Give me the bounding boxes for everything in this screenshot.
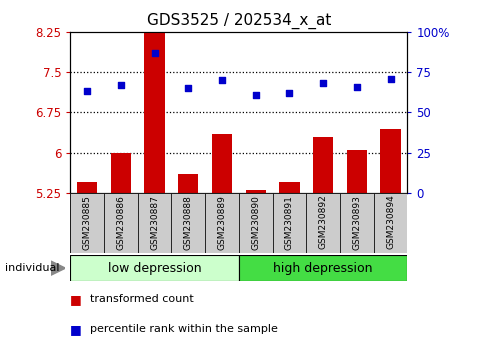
Text: GSM230887: GSM230887 — [150, 195, 159, 250]
Bar — [137, 193, 171, 253]
Bar — [77, 182, 97, 193]
Bar — [279, 182, 299, 193]
Point — [285, 90, 293, 96]
Text: GSM230891: GSM230891 — [284, 195, 293, 250]
Text: GSM230885: GSM230885 — [82, 195, 91, 250]
Point — [83, 88, 91, 94]
Bar — [272, 193, 305, 253]
Text: GSM230888: GSM230888 — [183, 195, 193, 250]
Point — [352, 84, 360, 90]
Bar — [238, 193, 272, 253]
Text: GSM230889: GSM230889 — [217, 195, 226, 250]
Bar — [205, 193, 238, 253]
Bar — [70, 193, 104, 253]
Point — [318, 81, 326, 86]
Text: percentile rank within the sample: percentile rank within the sample — [90, 324, 277, 334]
Bar — [171, 193, 205, 253]
Text: GSM230890: GSM230890 — [251, 195, 260, 250]
Title: GDS3525 / 202534_x_at: GDS3525 / 202534_x_at — [146, 13, 331, 29]
Bar — [110, 153, 131, 193]
Bar — [212, 134, 232, 193]
Text: ■: ■ — [70, 293, 82, 306]
Point — [151, 50, 158, 56]
Text: ■: ■ — [70, 323, 82, 336]
Bar — [144, 29, 165, 193]
Text: transformed count: transformed count — [90, 294, 193, 304]
Point — [184, 85, 192, 91]
Text: low depression: low depression — [107, 262, 201, 275]
Text: GSM230886: GSM230886 — [116, 195, 125, 250]
Bar — [104, 193, 137, 253]
Text: GSM230894: GSM230894 — [385, 195, 394, 250]
Bar — [312, 137, 333, 193]
Bar — [238, 255, 407, 281]
Point — [386, 76, 393, 81]
Bar — [346, 150, 366, 193]
Text: individual: individual — [5, 263, 59, 273]
Point — [117, 82, 124, 88]
Polygon shape — [51, 261, 65, 275]
Bar — [178, 174, 198, 193]
Bar — [379, 129, 400, 193]
Bar — [339, 193, 373, 253]
Bar — [373, 193, 407, 253]
Text: GSM230892: GSM230892 — [318, 195, 327, 250]
Text: high depression: high depression — [273, 262, 372, 275]
Bar — [305, 193, 339, 253]
Point — [218, 78, 226, 83]
Text: GSM230893: GSM230893 — [351, 195, 361, 250]
Bar — [70, 255, 238, 281]
Point — [251, 92, 259, 97]
Bar — [245, 190, 265, 193]
